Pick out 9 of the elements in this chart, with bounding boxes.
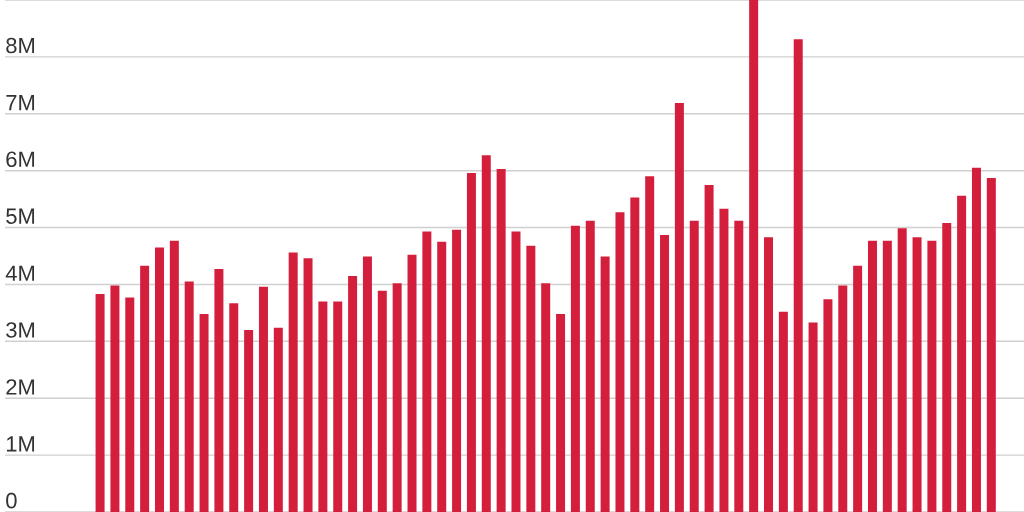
y-tick-label: 8M — [6, 37, 35, 54]
y-tick-label: 7M — [6, 95, 35, 111]
y-tick-label: 3M — [6, 322, 35, 338]
y-tick-label: 2M — [6, 379, 35, 395]
y-tick-label: 6M — [6, 151, 35, 168]
y-tick-label: 5M — [6, 208, 35, 224]
y-tick-label: 0 — [6, 492, 17, 509]
y-tick-label: 1M — [6, 436, 35, 452]
y-tick-label: 4M — [5, 265, 35, 281]
